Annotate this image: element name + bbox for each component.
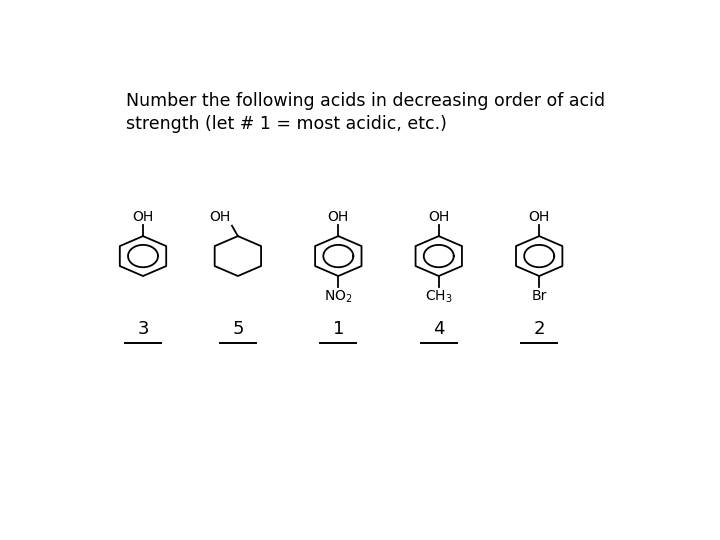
Text: CH$_3$: CH$_3$ bbox=[425, 289, 453, 305]
Text: OH: OH bbox=[528, 210, 550, 224]
Text: 1: 1 bbox=[333, 320, 344, 338]
Text: OH: OH bbox=[428, 210, 449, 224]
Text: OH: OH bbox=[132, 210, 153, 224]
Text: 3: 3 bbox=[138, 320, 149, 338]
Text: OH: OH bbox=[328, 210, 349, 224]
Text: NO$_2$: NO$_2$ bbox=[324, 289, 353, 305]
Text: 4: 4 bbox=[433, 320, 444, 338]
Text: Br: Br bbox=[531, 289, 547, 302]
Text: OH: OH bbox=[209, 211, 230, 225]
Text: 2: 2 bbox=[534, 320, 545, 338]
Text: 5: 5 bbox=[232, 320, 243, 338]
Text: Number the following acids in decreasing order of acid: Number the following acids in decreasing… bbox=[126, 92, 606, 110]
Text: strength (let # 1 = most acidic, etc.): strength (let # 1 = most acidic, etc.) bbox=[126, 114, 447, 133]
